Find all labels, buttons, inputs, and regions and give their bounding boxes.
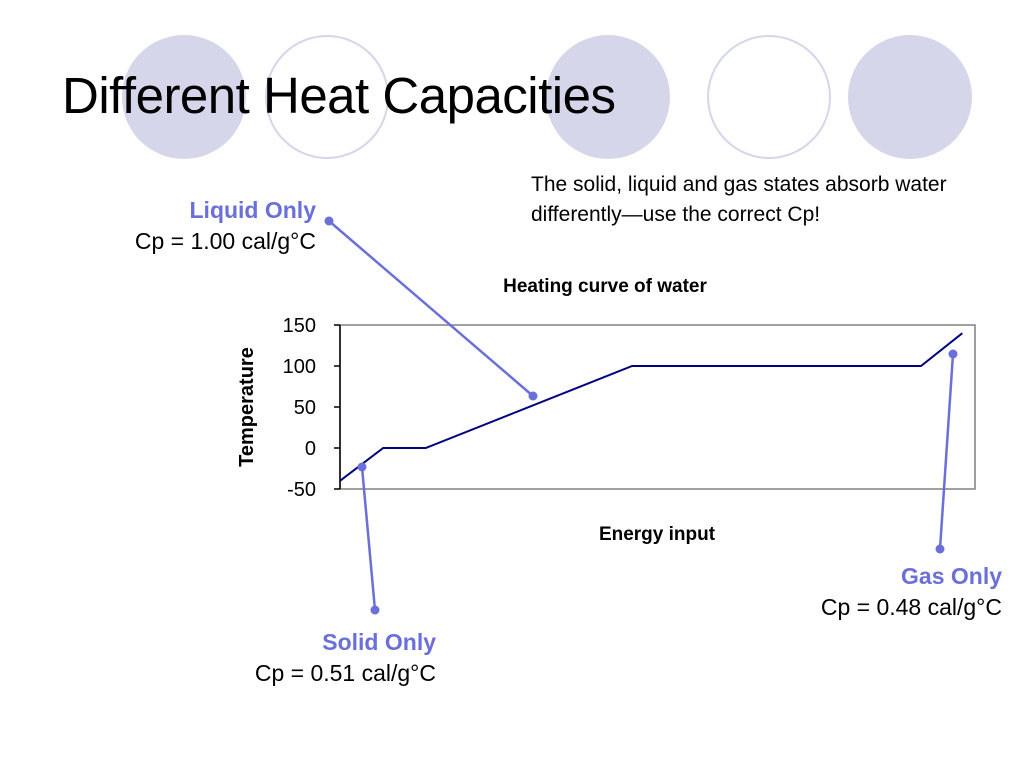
- y-tick-label: 150: [283, 315, 316, 337]
- callout-solid: [357, 462, 380, 615]
- y-tick-label: 0: [305, 438, 316, 460]
- chart-title: Heating curve of water: [503, 276, 707, 297]
- label-gas-only: Gas Only Cp = 0.48 cal/g°C: [821, 561, 1002, 623]
- label-solid-cp: Cp = 0.51 cal/g°C: [254, 660, 436, 686]
- label-solid-name: Solid Only: [322, 629, 436, 655]
- decor-circle-filled-3: [848, 35, 972, 159]
- label-liquid-cp: Cp = 1.00 cal/g°C: [134, 228, 316, 254]
- label-gas-name: Gas Only: [901, 563, 1002, 589]
- label-liquid-only: Liquid Only Cp = 1.00 cal/g°C: [135, 195, 316, 257]
- y-tick-label: 50: [294, 397, 316, 419]
- decor-circle-outline-1: [265, 35, 389, 159]
- y-axis-tick-labels: -50 0 50 100 150: [283, 315, 316, 501]
- x-axis-label: Energy input: [599, 524, 716, 545]
- decor-circle-filled-2: [546, 35, 670, 159]
- decor-circle-outline-2: [707, 35, 831, 159]
- y-tick-label: 100: [283, 356, 316, 378]
- label-solid-only: Solid Only Cp = 0.51 cal/g°C: [255, 627, 436, 689]
- plot-area-frame: [339, 324, 976, 490]
- callout-gas: [935, 349, 958, 554]
- decor-circle-filled-1: [122, 35, 246, 159]
- y-tick-label: -50: [287, 479, 316, 501]
- series-line-temperature: [339, 332, 963, 482]
- slide-title: Different Heat Capacities: [62, 67, 616, 124]
- label-gas-cp: Cp = 0.48 cal/g°C: [820, 594, 1002, 620]
- slide-subtitle: The solid, liquid and gas states absorb …: [531, 173, 947, 226]
- callout-liquid: [324, 216, 538, 401]
- y-axis-ticks: [334, 324, 340, 490]
- y-axis-label: Temperature: [236, 347, 258, 467]
- label-liquid-name: Liquid Only: [189, 197, 317, 223]
